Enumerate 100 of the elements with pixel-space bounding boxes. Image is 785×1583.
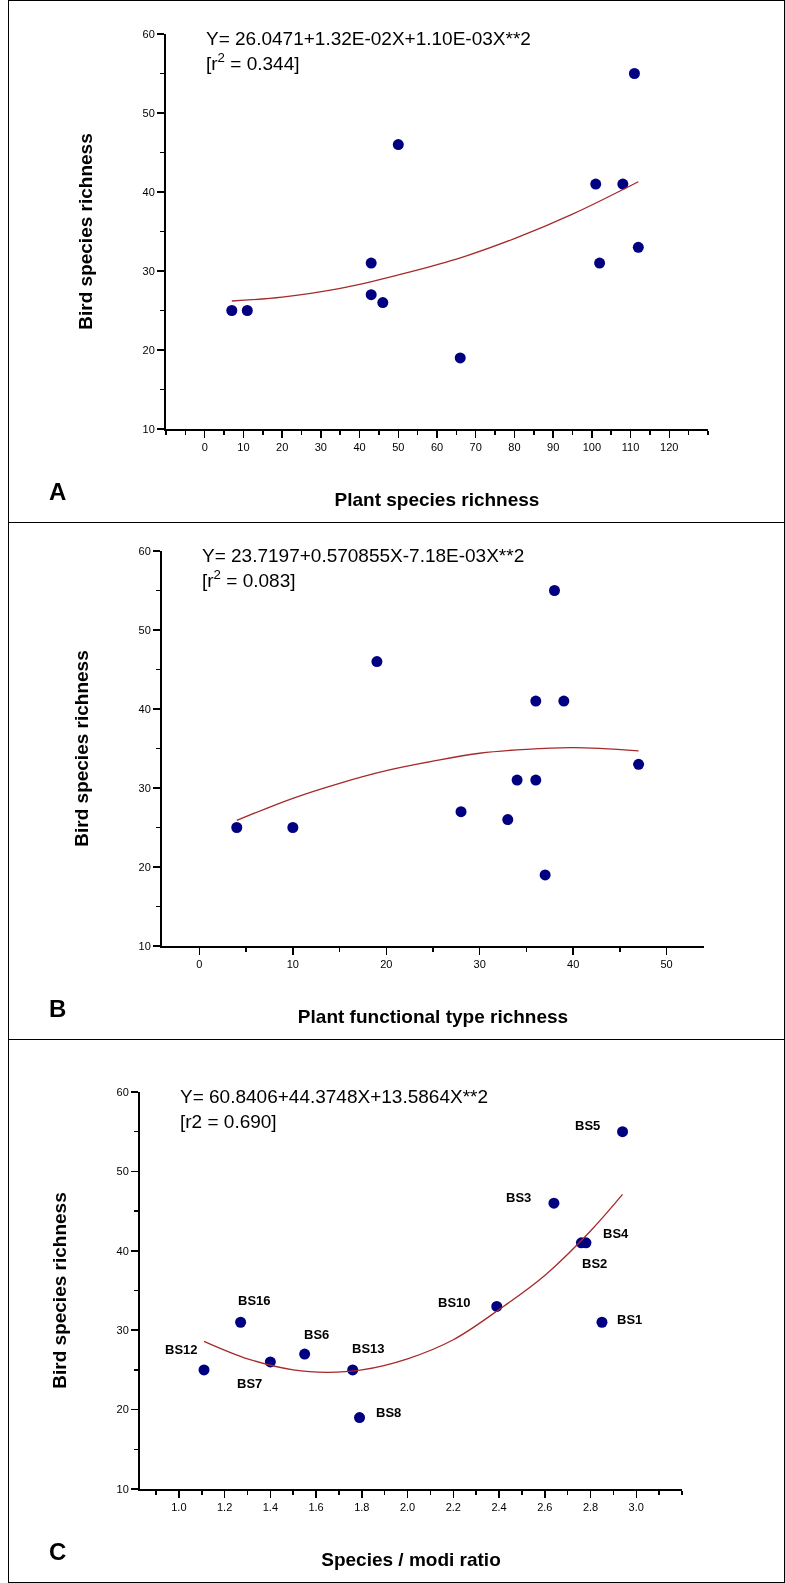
- y-tick-label: 40: [116, 1244, 129, 1257]
- point: [511, 774, 523, 786]
- x-tick-label: 0: [196, 958, 203, 971]
- point: [558, 695, 570, 707]
- point: [287, 822, 299, 833]
- x-tick-label: 30: [473, 958, 486, 971]
- point: [354, 1412, 366, 1424]
- annotation: BS3: [506, 1190, 532, 1205]
- x-tick-label: 2.8: [582, 1501, 599, 1514]
- point: [226, 305, 238, 316]
- point: [633, 758, 645, 770]
- text: A: [49, 478, 67, 506]
- y-axis-title: Bird species richness: [48, 1192, 70, 1389]
- x-tick-label: 40: [353, 441, 366, 454]
- x-tick-label: 10: [286, 958, 299, 971]
- y-tick-label: 40: [142, 185, 155, 198]
- point: [454, 352, 466, 364]
- point: [371, 656, 383, 668]
- text: C: [49, 1538, 67, 1566]
- x-tick-label: 70: [469, 441, 482, 454]
- y-axis-title: Bird species richness: [74, 133, 96, 330]
- annotation: BS13: [352, 1341, 385, 1356]
- line-series: [231, 181, 639, 302]
- annotation: BS7: [237, 1376, 263, 1391]
- point: [235, 1316, 247, 1328]
- point: [628, 68, 640, 79]
- y-tick-label: 60: [142, 27, 155, 40]
- point: [392, 139, 404, 151]
- y-tick-label: 50: [138, 623, 151, 636]
- x-axis-title: Plant functional type richness: [297, 1005, 569, 1027]
- point: [231, 822, 243, 833]
- y-tick-label: 10: [138, 939, 151, 952]
- point: [455, 806, 467, 818]
- annotation: BS8: [376, 1405, 402, 1420]
- point: [590, 178, 602, 190]
- point: [548, 1197, 560, 1209]
- annotation: BS2: [582, 1256, 608, 1271]
- annotation: BS1: [617, 1312, 643, 1327]
- point: [365, 289, 377, 301]
- x-tick-label: 2.2: [445, 1501, 461, 1514]
- x-tick-label: 20: [276, 441, 289, 454]
- x-tick-label: 1.4: [262, 1501, 278, 1514]
- y-tick-label: 30: [138, 781, 151, 794]
- y-tick-label: 20: [142, 343, 155, 356]
- x-tick-label: 100: [582, 441, 602, 454]
- annotation: Y= 60.8406+44.3748X+13.5864X**2 [r2 = 0.690]: [180, 1086, 488, 1132]
- x-tick-label: 2.4: [491, 1501, 507, 1514]
- x-tick-label: 50: [660, 958, 673, 971]
- x-axis-title: Species / modi ratio: [321, 1548, 501, 1570]
- x-tick-label: 0: [201, 441, 208, 454]
- point: [241, 305, 253, 316]
- y-tick-label: 10: [142, 422, 155, 435]
- x-tick-label: 50: [392, 441, 405, 454]
- x-tick-label: 1.2: [216, 1501, 233, 1514]
- y-tick-label: 10: [116, 1482, 129, 1495]
- x-tick-label: 3.0: [628, 1501, 644, 1514]
- x-tick-label: 30: [314, 441, 327, 454]
- point: [617, 1126, 629, 1138]
- x-tick-label: 90: [547, 441, 560, 454]
- point: [377, 297, 389, 309]
- x-tick-label: 1.6: [308, 1501, 324, 1514]
- x-tick-label: 40: [567, 958, 580, 971]
- point: [365, 257, 377, 269]
- annotation: BS5: [575, 1118, 601, 1133]
- point: [632, 241, 644, 253]
- y-tick-label: 20: [138, 860, 151, 873]
- x-tick-label: 60: [430, 441, 444, 454]
- annotation: Y= 26.0471+1.32E-02X+1.10E-03X**2 [r$^{2}$ = 0.344]: [206, 28, 531, 74]
- x-tick-label: 2.0: [399, 1501, 416, 1514]
- annotation: BS10: [438, 1295, 471, 1310]
- x-tick-label: 1.8: [354, 1501, 370, 1514]
- y-tick-label: 20: [116, 1403, 129, 1416]
- annotation: BS16: [238, 1293, 271, 1308]
- point: [299, 1348, 311, 1360]
- point: [594, 257, 606, 269]
- x-tick-label: 120: [660, 441, 679, 454]
- y-axis-title: Bird species richness: [70, 650, 92, 847]
- y-tick-label: 30: [142, 264, 155, 277]
- x-tick-label: 1.0: [171, 1501, 187, 1514]
- x-tick-label: 20: [380, 958, 393, 971]
- x-tick-label: 80: [508, 441, 521, 454]
- point: [548, 585, 560, 596]
- point: [530, 695, 542, 707]
- x-tick-label: 2.6: [537, 1501, 553, 1514]
- point: [198, 1364, 210, 1376]
- point: [502, 814, 514, 826]
- point: [539, 869, 551, 881]
- y-tick-label: 40: [138, 702, 151, 715]
- annotation: Y= 23.7197+0.570855X-7.18E-03X**2 [r$^{2}$ = 0.083]: [202, 545, 525, 591]
- y-tick-label: 60: [116, 1085, 129, 1098]
- y-tick-label: 50: [116, 1165, 129, 1178]
- y-tick-label: 50: [142, 106, 155, 119]
- x-axis-title: Plant species richness: [334, 488, 540, 510]
- y-tick-label: 60: [138, 544, 151, 557]
- point: [596, 1316, 608, 1328]
- x-tick-label: 10: [237, 441, 250, 454]
- text: B: [49, 995, 67, 1023]
- point: [530, 774, 542, 786]
- annotation: BS12: [165, 1342, 198, 1357]
- annotation: BS4: [603, 1226, 630, 1241]
